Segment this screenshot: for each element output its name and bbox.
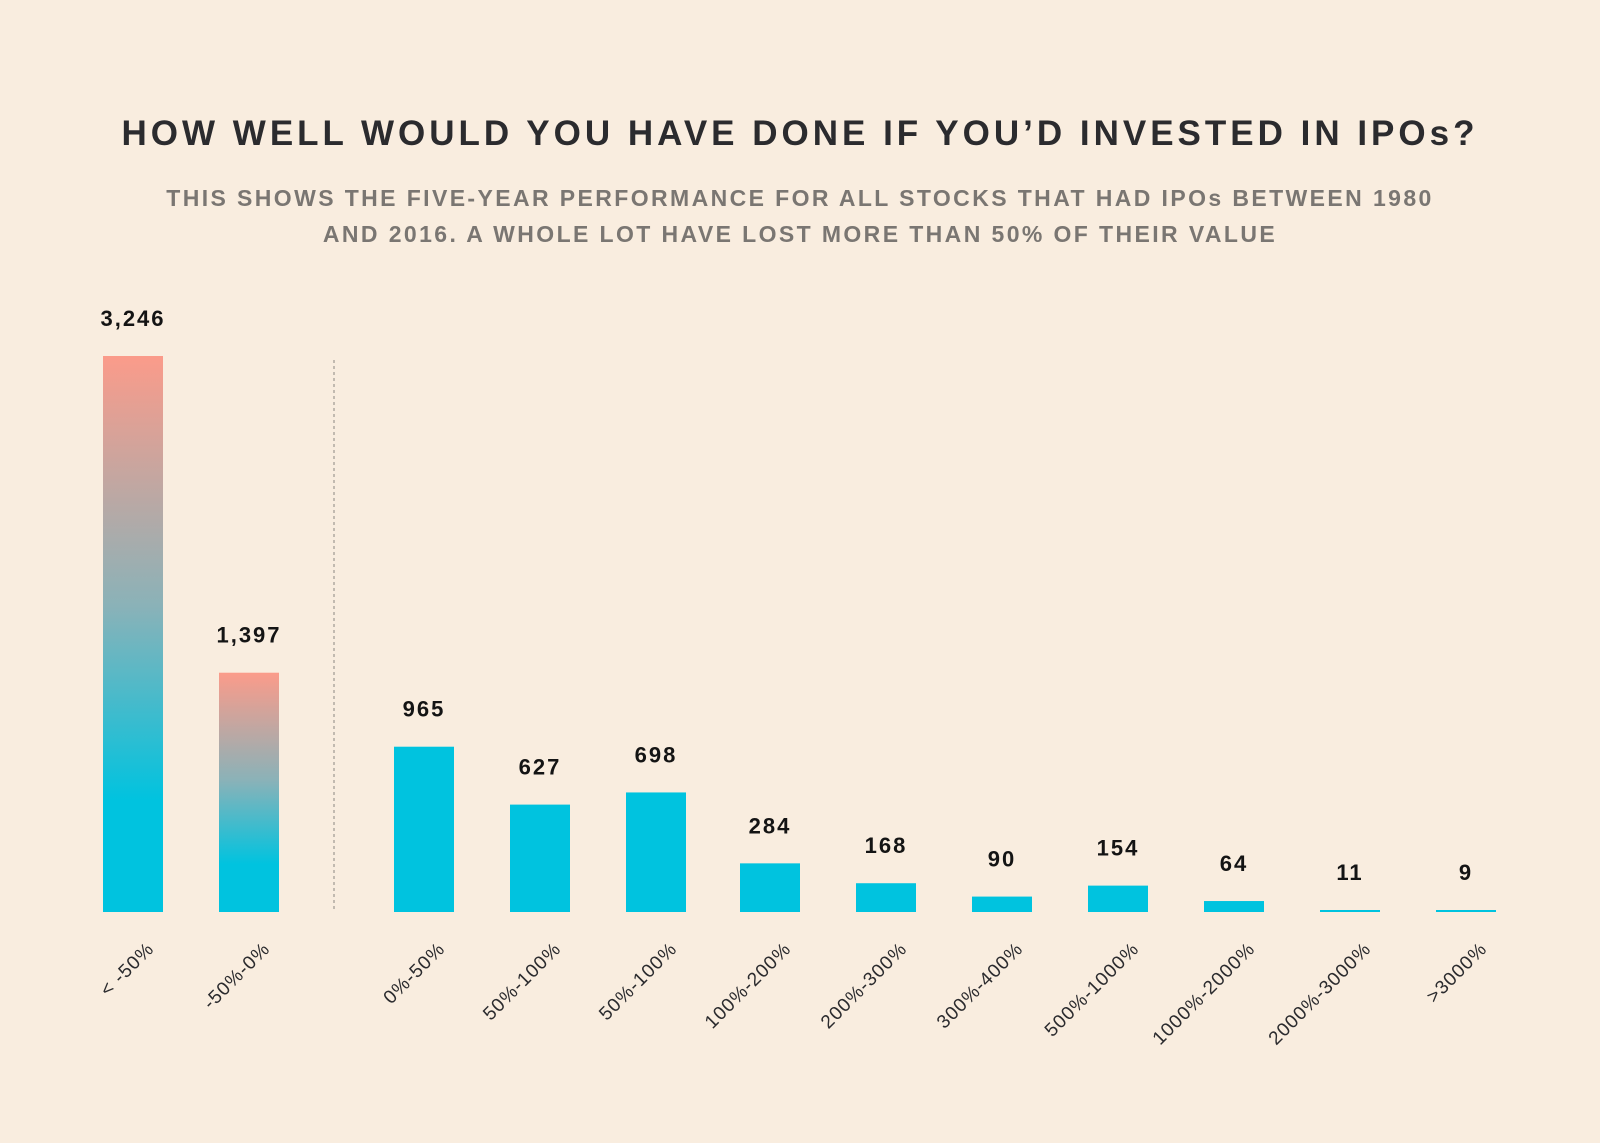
bar-4-50-100 [510,804,570,912]
bar-7-200-300 [856,883,916,912]
bar-8-300-400 [972,896,1032,912]
bar-6-100-200 [740,863,800,912]
category-label-12: >3000% [1423,939,1492,1008]
bar-10-1000-2000 [1204,901,1264,912]
category-label-10: 1000%-2000% [1149,939,1260,1050]
category-label-2: -50%-0% [199,939,274,1014]
value-label-7: 168 [865,833,908,858]
category-label-1: < -50% [96,939,158,1001]
category-label-7: 200%-300% [817,939,911,1033]
bar-9-500-1000 [1088,885,1148,912]
chart-title: HOW WELL WOULD YOU HAVE DONE IF YOU’D IN… [121,114,1479,153]
chart-subtitle: THIS SHOWS THE FIVE-YEAR PERFORMANCE FOR… [166,185,1434,247]
value-label-10: 64 [1220,851,1248,876]
category-label-4: 50%-100% [479,939,565,1025]
category-label-5: 50%-100% [595,939,681,1025]
category-label-8: 300%-400% [933,939,1027,1033]
category-label-6: 100%-200% [701,939,795,1033]
value-label-11: 11 [1336,860,1363,885]
value-label-3: 965 [403,697,446,722]
bar-3-0-50 [394,746,454,912]
bar-1-50 [103,356,163,912]
value-label-8: 90 [988,847,1016,872]
bar-11-2000-3000 [1320,910,1380,912]
value-label-2: 1,397 [216,623,281,648]
value-label-12: 9 [1459,860,1473,885]
category-label-11: 2000%-3000% [1265,939,1376,1050]
value-label-1: 3,246 [100,306,165,331]
value-label-4: 627 [519,755,562,780]
bar-12-3000 [1436,910,1496,912]
value-label-6: 284 [749,813,792,838]
category-label-9: 500%-1000% [1041,939,1144,1042]
value-label-9: 154 [1097,836,1140,861]
bar-5-50-100 [626,792,686,912]
category-label-3: 0%-50% [380,939,450,1009]
bar-2-50-0 [219,672,279,912]
value-label-5: 698 [635,742,678,767]
